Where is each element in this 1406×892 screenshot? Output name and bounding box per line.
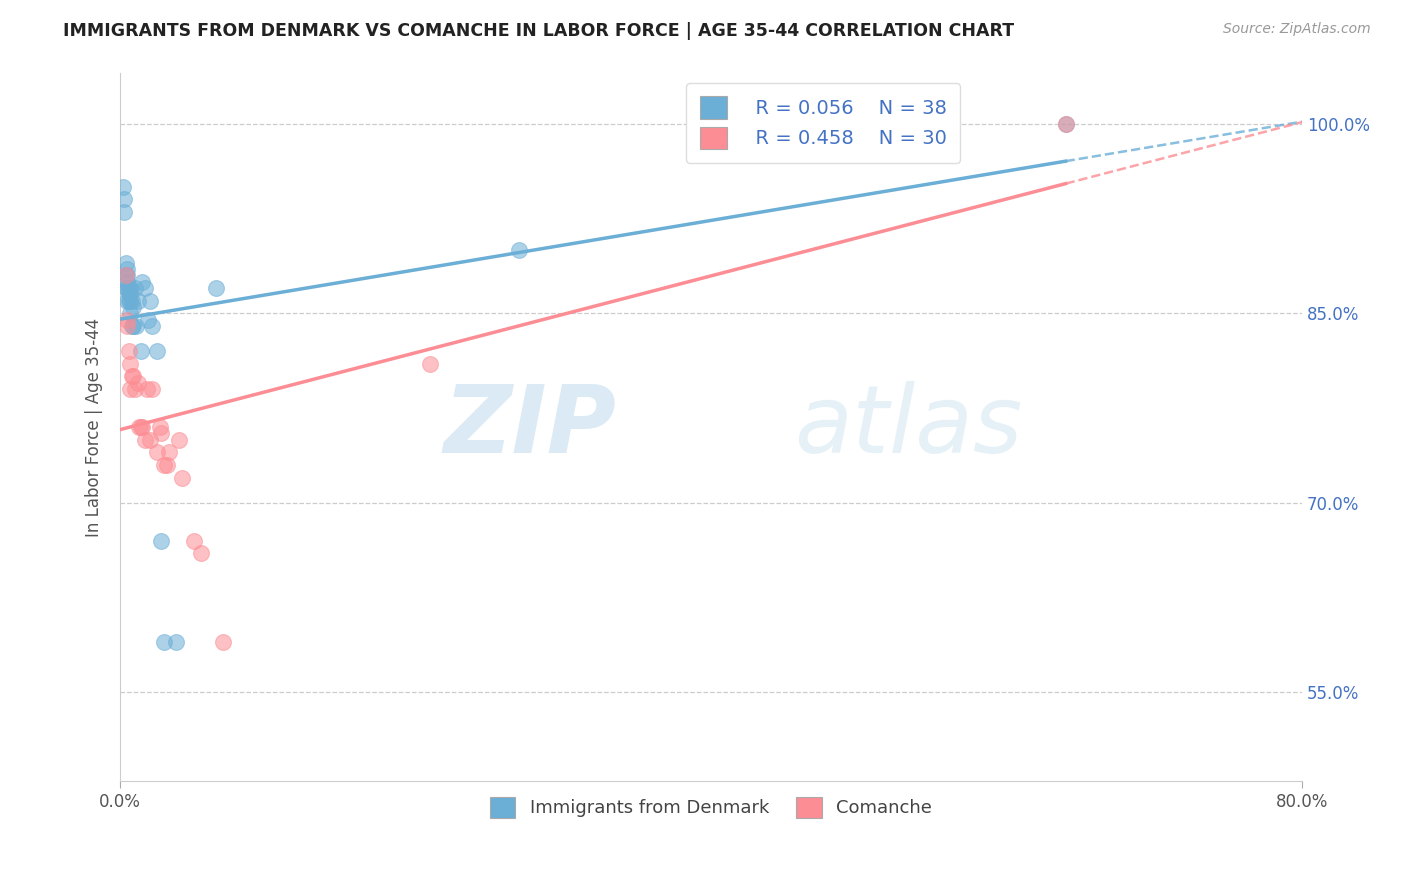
Point: [141, 382, 163, 396]
Point: [120, 382, 142, 396]
Y-axis label: In Labor Force | Age 35-44: In Labor Force | Age 35-44: [86, 318, 103, 537]
Point: [153, 635, 176, 649]
Point: [167, 433, 190, 447]
Point: [125, 318, 148, 333]
Text: ZIP: ZIP: [443, 381, 616, 473]
Text: Source: ZipAtlas.com: Source: ZipAtlas.com: [1223, 22, 1371, 37]
Point: [138, 433, 160, 447]
Point: [118, 287, 141, 301]
Point: [136, 312, 159, 326]
Point: [121, 369, 143, 384]
Point: [205, 281, 228, 295]
Point: [1054, 117, 1077, 131]
Point: [120, 281, 142, 295]
Point: [117, 281, 139, 295]
Point: [121, 318, 143, 333]
Point: [112, 193, 135, 207]
Point: [124, 382, 146, 396]
Point: [146, 344, 169, 359]
Point: [111, 179, 134, 194]
Text: IMMIGRANTS FROM DENMARK VS COMANCHE IN LABOR FORCE | AGE 35-44 CORRELATION CHART: IMMIGRANTS FROM DENMARK VS COMANCHE IN L…: [63, 22, 1014, 40]
Point: [1054, 117, 1077, 131]
Point: [127, 293, 149, 308]
Point: [120, 306, 142, 320]
Point: [419, 357, 441, 371]
Point: [212, 635, 235, 649]
Point: [112, 205, 135, 219]
Point: [117, 275, 139, 289]
Point: [122, 369, 145, 384]
Point: [122, 300, 145, 314]
Point: [115, 268, 138, 283]
Point: [149, 420, 172, 434]
Point: [129, 420, 152, 434]
Point: [115, 281, 138, 295]
Point: [134, 433, 156, 447]
Point: [150, 426, 173, 441]
Point: [120, 293, 142, 308]
Point: [134, 281, 156, 295]
Point: [117, 262, 139, 277]
Point: [135, 382, 157, 396]
Point: [118, 344, 141, 359]
Point: [131, 420, 153, 434]
Point: [129, 344, 152, 359]
Point: [117, 268, 139, 283]
Point: [115, 255, 138, 269]
Point: [117, 318, 139, 333]
Point: [165, 635, 187, 649]
Point: [115, 268, 138, 283]
Point: [128, 420, 150, 434]
Point: [156, 458, 179, 472]
Point: [170, 470, 193, 484]
Point: [121, 293, 143, 308]
Point: [183, 533, 205, 548]
Point: [190, 546, 212, 560]
Point: [150, 533, 173, 548]
Point: [153, 458, 176, 472]
Point: [117, 293, 139, 308]
Point: [122, 318, 145, 333]
Point: [131, 275, 153, 289]
Text: atlas: atlas: [794, 382, 1022, 473]
Point: [138, 293, 160, 308]
Legend: Immigrants from Denmark, Comanche: Immigrants from Denmark, Comanche: [482, 789, 939, 825]
Point: [127, 376, 149, 390]
Point: [157, 445, 180, 459]
Point: [117, 312, 139, 326]
Point: [146, 445, 169, 459]
Point: [508, 243, 530, 257]
Point: [124, 281, 146, 295]
Point: [120, 287, 142, 301]
Point: [141, 318, 163, 333]
Point: [118, 281, 141, 295]
Point: [120, 357, 142, 371]
Point: [118, 293, 141, 308]
